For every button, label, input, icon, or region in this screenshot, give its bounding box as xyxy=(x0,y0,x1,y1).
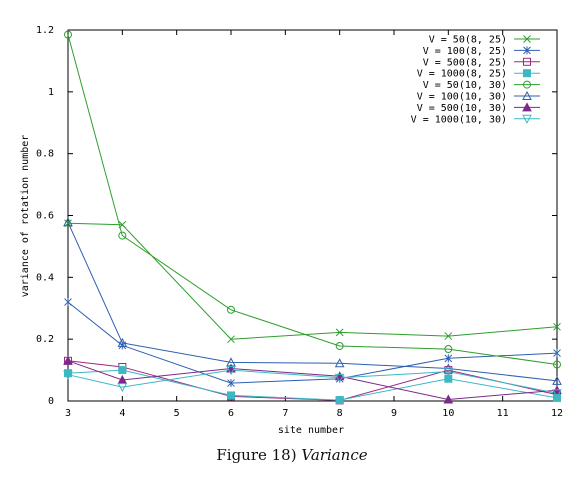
series-6-point xyxy=(63,217,73,227)
series-8-point xyxy=(552,389,562,399)
series-5-point xyxy=(227,305,235,314)
series-8-point xyxy=(63,370,73,380)
legend-label: V = 100(8, 25) xyxy=(423,46,507,57)
x-tick-label: 7 xyxy=(282,408,288,419)
legend-label: V = 100(10, 30) xyxy=(417,92,507,103)
series-7-point xyxy=(63,355,73,365)
series-line-2 xyxy=(67,301,558,384)
x-tick-label: 6 xyxy=(228,408,234,419)
series-8-point xyxy=(443,367,454,377)
y-tick-label: 0.8 xyxy=(36,149,54,160)
series-8-point xyxy=(117,383,128,393)
x-tick-label: 12 xyxy=(551,408,563,419)
series-5-point xyxy=(335,341,344,350)
legend-marker xyxy=(522,102,532,112)
y-tick-label: 1.2 xyxy=(36,25,54,36)
legend-marker xyxy=(523,57,531,66)
legend-label: V = 500(8, 25) xyxy=(423,57,507,68)
y-tick-label: 0.4 xyxy=(36,272,54,283)
legend-marker xyxy=(523,69,531,78)
y-tick-label: 1 xyxy=(48,87,54,98)
series-6-point xyxy=(117,337,128,347)
chart-svg: 0 0.2 0.4 0.6 0.8 1 1.2 3 4 5 6 7 8 9 10 11 12 V = 50(8,… xyxy=(20,25,563,436)
series-1-point xyxy=(335,328,344,337)
x-tick-label: 11 xyxy=(497,408,509,419)
caption-label: Figure 18) xyxy=(216,446,297,464)
x-tick-label: 8 xyxy=(337,408,343,419)
series-8-point xyxy=(226,366,236,376)
series-5-point xyxy=(64,30,72,39)
series-2-point xyxy=(553,349,561,358)
series-5-point xyxy=(553,360,561,369)
figure-caption: Figure 18) Variance xyxy=(0,446,584,464)
series-1-point xyxy=(118,220,127,229)
y-axis-label: variance of rotation number xyxy=(20,135,31,298)
series-5-point xyxy=(444,345,453,354)
x-tick-label: 4 xyxy=(119,408,125,419)
legend-label: V = 50(8, 25) xyxy=(429,35,507,46)
series-8-point xyxy=(334,373,345,383)
series-1-point xyxy=(444,332,453,340)
series-5-point xyxy=(118,231,127,240)
series-1-point xyxy=(553,322,561,331)
legend-label: V = 1000(8, 25) xyxy=(417,69,507,80)
x-tick-label: 10 xyxy=(442,408,454,419)
x-tick-label: 9 xyxy=(391,408,397,419)
series-line-3 xyxy=(67,360,558,401)
legend-label: V = 50(10, 30) xyxy=(423,80,507,91)
x-tick-label: 3 xyxy=(65,408,71,419)
x-tick-label: 5 xyxy=(174,408,180,419)
x-axis-label: site number xyxy=(278,425,344,436)
series-line-6 xyxy=(67,222,558,382)
series-line-8 xyxy=(67,369,558,394)
y-tick-label: 0.2 xyxy=(36,334,54,345)
series-line-5 xyxy=(67,34,558,365)
legend-marker xyxy=(523,35,531,43)
series-2-point xyxy=(64,298,72,307)
series-6-point xyxy=(552,375,562,385)
series-2-point xyxy=(227,379,235,388)
legend-marker xyxy=(523,46,531,55)
legend-marker xyxy=(523,80,531,89)
series-1-point xyxy=(227,335,235,344)
legend-marker xyxy=(522,114,532,124)
legend-label: V = 500(10, 30) xyxy=(417,103,507,114)
legend-marker xyxy=(522,90,532,100)
series-6-point xyxy=(334,358,345,368)
y-tick-label: 0.6 xyxy=(36,211,54,222)
series-line-1 xyxy=(67,222,558,340)
series-4-point xyxy=(118,366,127,375)
series-4-point xyxy=(335,396,344,405)
series-line-7 xyxy=(67,360,558,401)
caption-text: Variance xyxy=(301,446,368,464)
series-2-point xyxy=(444,354,453,363)
series-4-point xyxy=(227,391,235,400)
y-tick-label: 0 xyxy=(48,396,54,407)
legend-label: V = 1000(10, 30) xyxy=(411,114,507,125)
series-line-4 xyxy=(67,369,558,401)
series-7-point xyxy=(443,394,454,404)
